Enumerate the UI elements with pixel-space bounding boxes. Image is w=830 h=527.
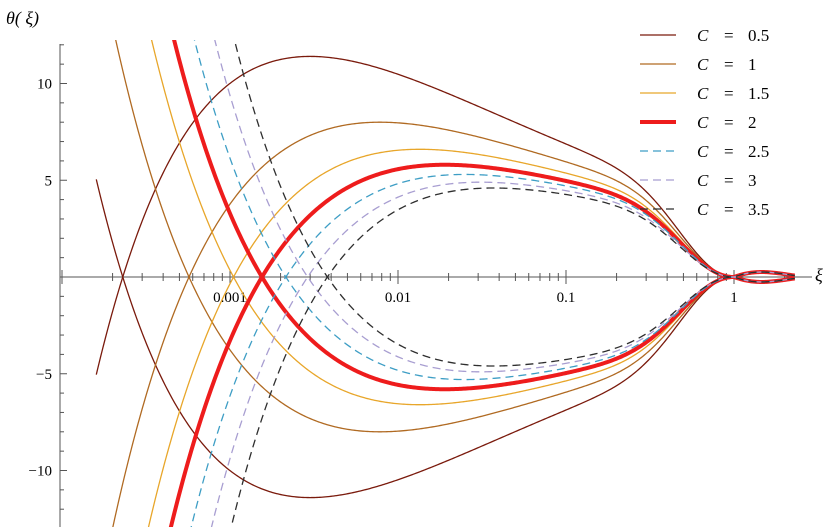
series-line-C3-upper: [210, 181, 795, 527]
legend-label-value: 1: [748, 55, 757, 74]
legend-label-var: C: [697, 55, 709, 74]
x-tick-label: 0.1: [557, 290, 576, 306]
legend-label-var: C: [697, 171, 709, 190]
legend-label-var: C: [697, 200, 709, 219]
series-line-C0.5-lower: [95, 179, 795, 499]
series-line-C2.5-upper: [190, 173, 795, 527]
legend-label-value: 2.5: [748, 142, 769, 161]
legend-label-eq: =: [724, 55, 734, 74]
series-line-C1-upper: [112, 121, 795, 527]
x-ticks: 0.001 0.01 0.1 1: [61, 270, 786, 306]
series-line-C2-lower: [172, 40, 796, 392]
series-line-C3.5-lower: [233, 40, 795, 367]
legend-label-eq: =: [724, 84, 734, 103]
legend-label-eq: =: [724, 142, 734, 161]
legend-label-eq: =: [724, 113, 734, 132]
legend-label-value: 2: [748, 113, 757, 132]
series-curves: [95, 40, 796, 527]
y-tick-label: 5: [45, 173, 53, 189]
legend: C = 0.5 C = 1 C = 1.5 C = 2 C = 2.5 C = 3 C = 3.5: [640, 26, 769, 219]
x-axis-title: ξ: [815, 265, 823, 285]
legend-label-value: 3: [748, 171, 757, 190]
legend-label-var: C: [697, 142, 709, 161]
x-tick-label: 0.01: [385, 290, 411, 306]
legend-label-var: C: [697, 113, 709, 132]
y-tick-label: −10: [29, 464, 52, 480]
legend-label-value: 0.5: [748, 26, 769, 45]
series-line-C3-lower: [214, 40, 795, 373]
y-axis-title: θ( ξ): [6, 8, 39, 29]
legend-label-value: 1.5: [748, 84, 769, 103]
legend-label-eq: =: [724, 200, 734, 219]
legend-label-var: C: [697, 84, 709, 103]
legend-label-value: 3.5: [748, 200, 769, 219]
legend-label-var: C: [697, 26, 709, 45]
series-line-C2-upper: [168, 162, 796, 527]
legend-label-eq: =: [724, 26, 734, 45]
y-ticks: 10 5 −5 −10: [29, 44, 67, 510]
series-line-C3.5-upper: [230, 187, 795, 527]
y-tick-label: 10: [37, 77, 52, 93]
y-tick-label: −5: [36, 367, 52, 383]
series-line-C1.5-lower: [150, 40, 795, 406]
series-line-C2.5-lower: [193, 40, 795, 381]
legend-label-eq: =: [724, 171, 734, 190]
series-line-C1-lower: [115, 40, 795, 433]
series-line-C0.5-upper: [95, 55, 795, 375]
x-tick-label: 1: [730, 290, 738, 306]
